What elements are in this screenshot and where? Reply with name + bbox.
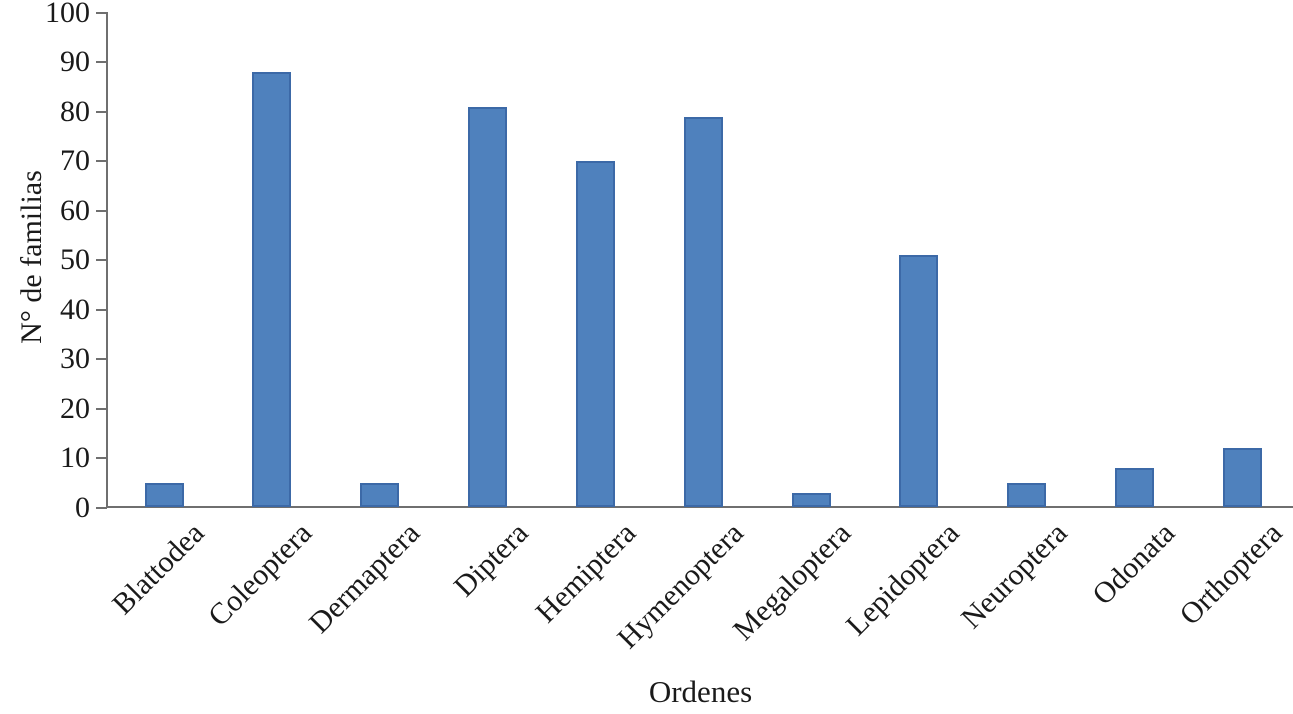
y-tick-label: 80	[60, 94, 90, 128]
y-tick-label: 20	[60, 391, 90, 425]
y-tick-label: 50	[60, 243, 90, 277]
bar-dermaptera	[360, 482, 400, 508]
y-tick-mark	[96, 160, 107, 163]
y-tick-label: 10	[60, 441, 90, 475]
bar-hymenoptera	[683, 116, 723, 508]
y-tick-label: 70	[60, 144, 90, 178]
y-axis-line	[106, 12, 108, 508]
bar-hemiptera	[575, 161, 615, 508]
bar-neuroptera	[1007, 482, 1047, 508]
x-category-label-neuroptera: Neuroptera	[954, 516, 1074, 636]
x-category-label-blattodea: Blattodea	[106, 516, 211, 621]
bar-orthoptera	[1222, 448, 1262, 508]
x-category-label-orthoptera: Orthoptera	[1173, 516, 1289, 632]
y-tick-label: 0	[75, 490, 90, 524]
bar-megaloptera	[791, 492, 831, 508]
y-tick-label: 90	[60, 45, 90, 79]
bar-blattodea	[144, 482, 184, 508]
x-category-label-odonata: Odonata	[1085, 516, 1182, 612]
y-tick-label: 30	[60, 342, 90, 376]
bar-diptera	[468, 106, 508, 508]
x-axis-title: Ordenes	[648, 674, 753, 709]
bar-coleoptera	[252, 72, 292, 508]
x-category-label-coleoptera: Coleoptera	[202, 516, 319, 633]
y-tick-mark	[96, 308, 107, 311]
y-tick-label: 40	[60, 292, 90, 326]
y-tick-mark	[96, 209, 107, 212]
y-tick-mark	[96, 12, 107, 14]
y-tick-mark	[96, 110, 107, 113]
y-tick-mark	[96, 506, 107, 509]
y-tick-mark	[96, 61, 107, 64]
x-category-label-lepidoptera: Lepidoptera	[839, 516, 966, 643]
y-tick-label: 100	[45, 0, 90, 29]
y-tick-mark	[96, 457, 107, 460]
x-category-label-hemiptera: Hemiptera	[529, 516, 643, 630]
x-category-label-diptera: Diptera	[447, 516, 535, 604]
x-category-label-dermaptera: Dermaptera	[302, 516, 427, 640]
bar-lepidoptera	[899, 255, 939, 508]
y-tick-mark	[96, 259, 107, 262]
y-tick-label: 60	[60, 193, 90, 227]
y-tick-mark	[96, 358, 107, 361]
y-tick-mark	[96, 407, 107, 410]
bar-odonata	[1115, 467, 1154, 508]
